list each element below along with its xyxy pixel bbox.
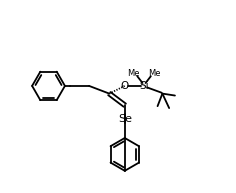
Text: Me: Me bbox=[127, 69, 140, 78]
Text: Me: Me bbox=[148, 69, 161, 78]
Text: Se: Se bbox=[118, 114, 132, 124]
Text: O: O bbox=[121, 81, 129, 91]
Text: Si: Si bbox=[139, 81, 149, 91]
